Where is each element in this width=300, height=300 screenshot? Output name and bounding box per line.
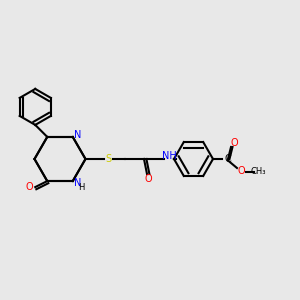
- Text: S: S: [105, 154, 111, 164]
- Text: CH₃: CH₃: [250, 167, 266, 176]
- Text: O: O: [230, 137, 238, 148]
- Text: O: O: [26, 182, 33, 192]
- Text: H: H: [79, 183, 85, 192]
- Text: N: N: [74, 178, 81, 188]
- Text: N: N: [74, 130, 81, 140]
- Text: O: O: [238, 166, 245, 176]
- Text: NH: NH: [162, 151, 177, 161]
- Text: C: C: [225, 154, 231, 164]
- Text: O: O: [145, 174, 152, 184]
